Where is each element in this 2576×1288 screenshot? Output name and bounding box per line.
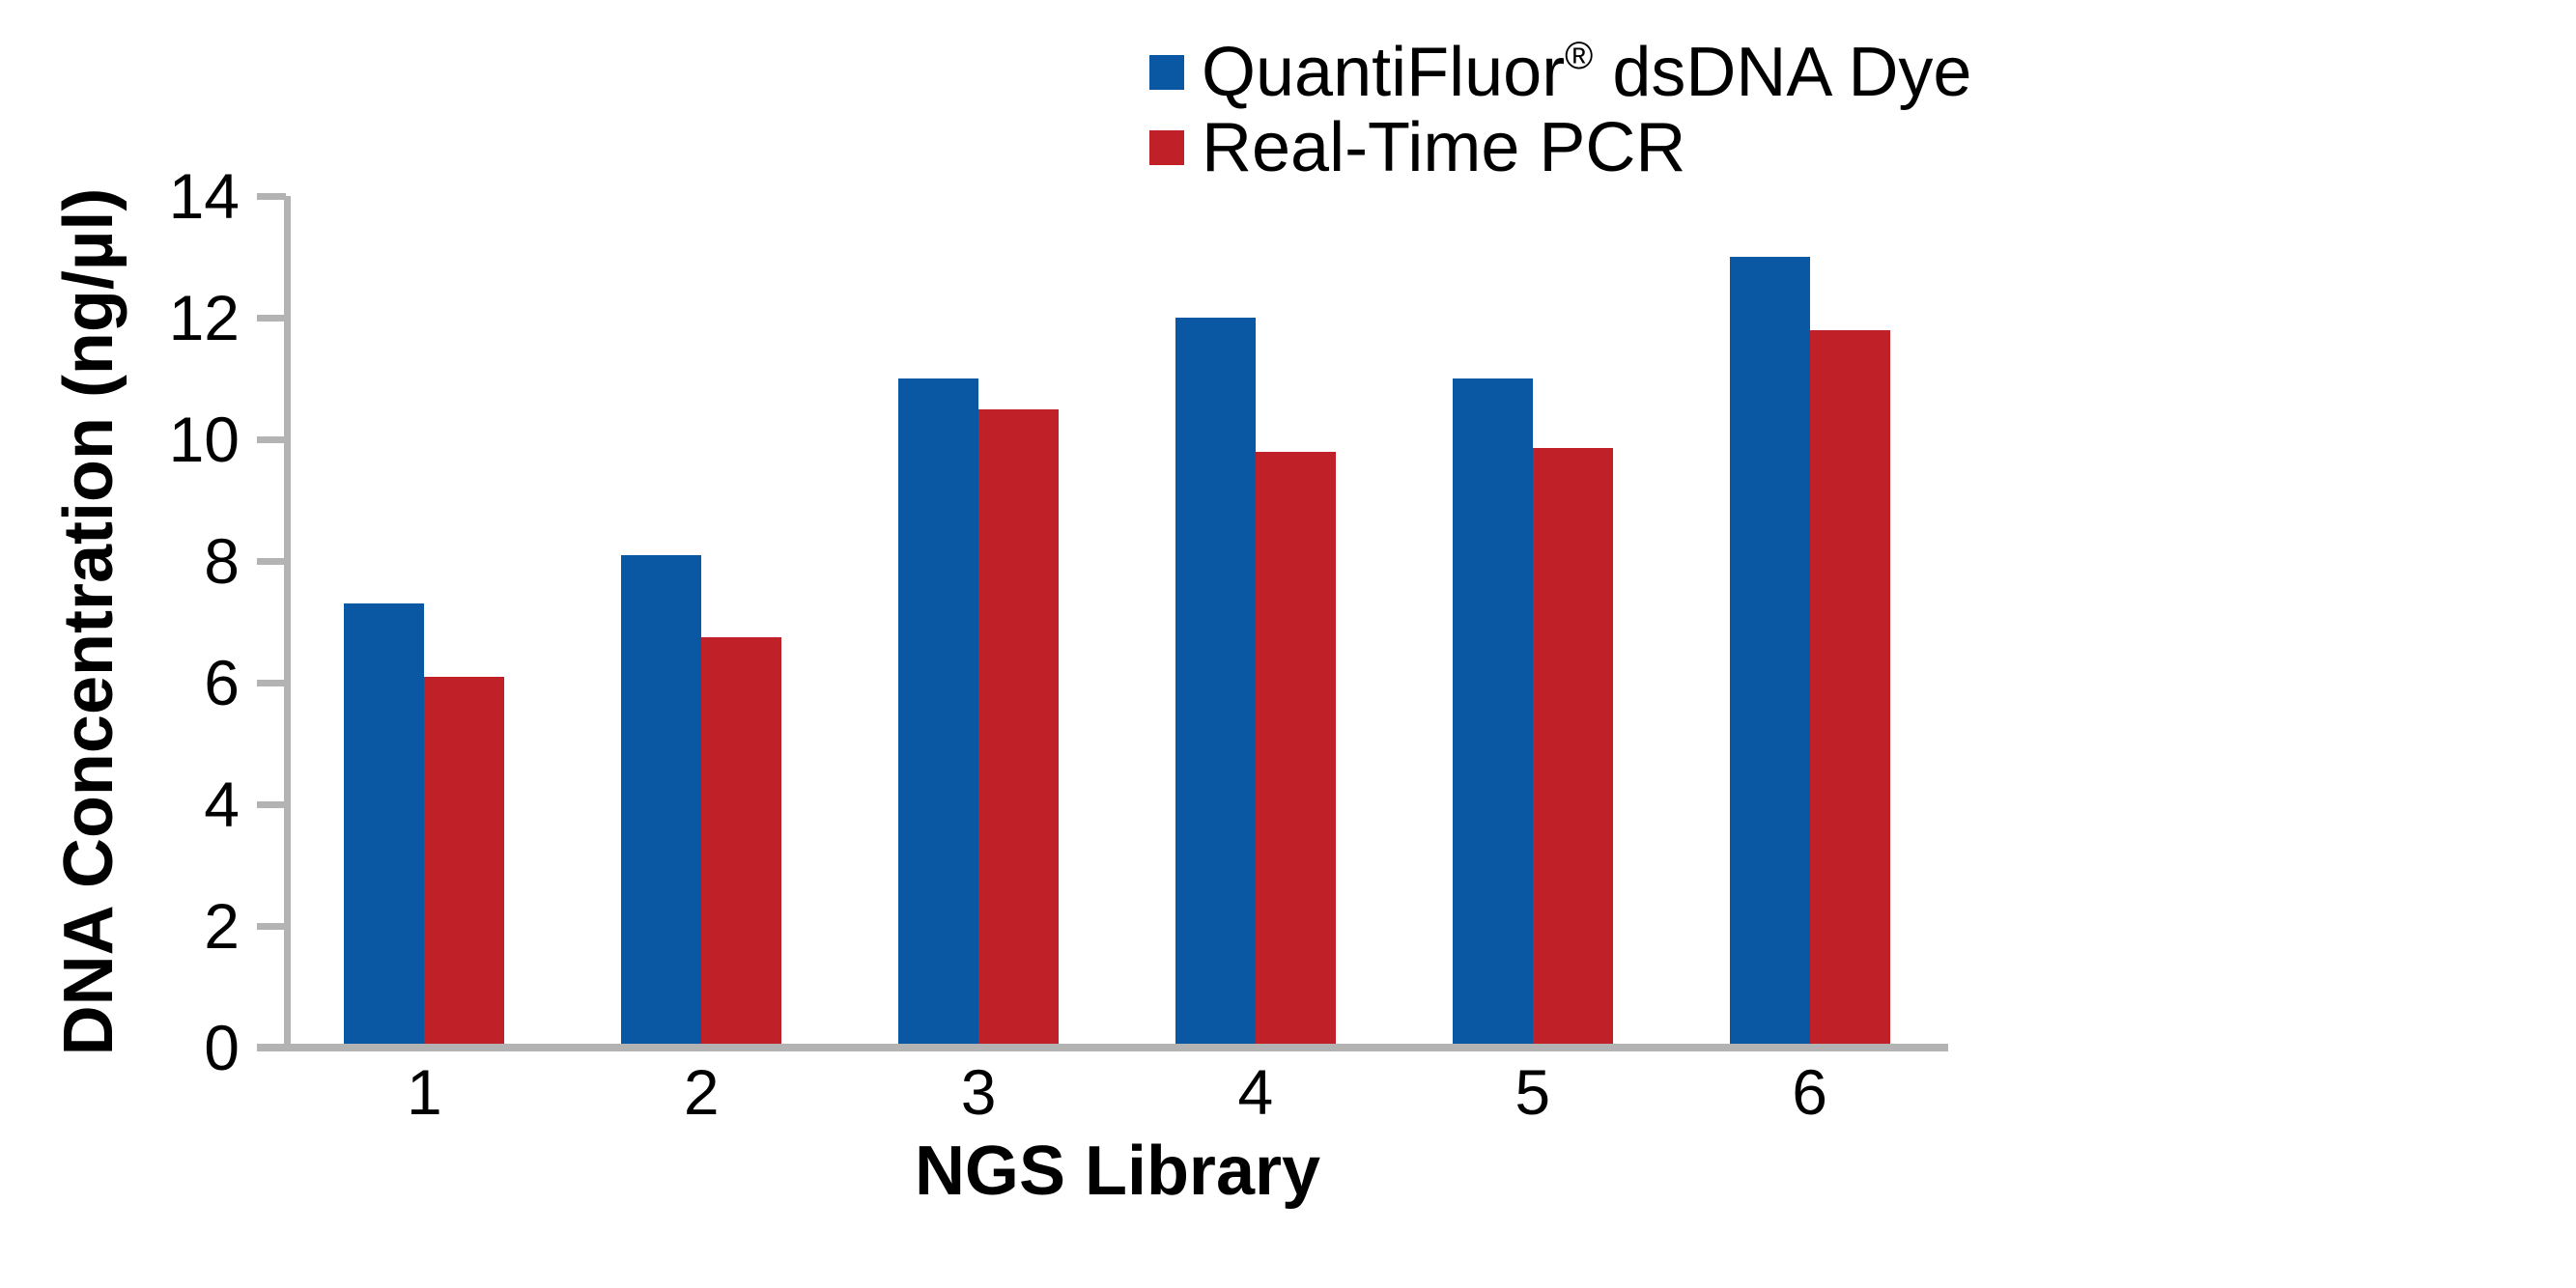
y-tick-label: 10 bbox=[168, 404, 240, 475]
y-tick bbox=[257, 557, 286, 565]
bar-quantifluor-dsdna-dye-2 bbox=[621, 554, 702, 1048]
y-tick bbox=[257, 314, 286, 322]
x-axis-title: NGS Library bbox=[914, 1133, 1321, 1210]
legend-label: QuantiFluor® dsDNA Dye bbox=[1202, 34, 1972, 111]
bar-real-time-pcr-6 bbox=[1809, 329, 1890, 1048]
x-tick-label: 3 bbox=[960, 1056, 997, 1128]
y-tick-label: 0 bbox=[204, 1012, 240, 1083]
bar-real-time-pcr-2 bbox=[701, 636, 782, 1048]
x-tick-label: 4 bbox=[1237, 1056, 1274, 1128]
y-tick-label: 12 bbox=[168, 282, 240, 353]
y-tick bbox=[257, 192, 286, 200]
y-tick bbox=[257, 922, 286, 930]
y-tick bbox=[257, 800, 286, 808]
y-tick-label: 4 bbox=[204, 769, 240, 840]
legend-item: QuantiFluor® dsDNA Dye bbox=[1149, 35, 1971, 110]
bar-real-time-pcr-3 bbox=[978, 408, 1060, 1048]
y-axis-line bbox=[284, 196, 291, 1048]
legend-item: Real-Time PCR bbox=[1149, 110, 1971, 185]
x-tick-label: 5 bbox=[1514, 1056, 1551, 1128]
y-tick bbox=[257, 679, 286, 686]
bar-quantifluor-dsdna-dye-5 bbox=[1452, 378, 1533, 1048]
y-tick bbox=[257, 435, 286, 443]
x-axis-line bbox=[257, 1044, 1948, 1051]
bar-real-time-pcr-5 bbox=[1532, 448, 1613, 1048]
x-tick-label: 1 bbox=[407, 1056, 442, 1128]
bar-real-time-pcr-1 bbox=[424, 676, 505, 1048]
y-tick-label: 2 bbox=[204, 890, 240, 962]
y-tick-label: 8 bbox=[204, 525, 240, 597]
bar-quantifluor-dsdna-dye-4 bbox=[1175, 318, 1256, 1048]
x-tick-label: 6 bbox=[1792, 1056, 1827, 1128]
bar-real-time-pcr-4 bbox=[1255, 451, 1336, 1048]
legend: QuantiFluor® dsDNA Dye Real-Time PCR bbox=[1149, 35, 1971, 185]
legend-label: Real-Time PCR bbox=[1202, 109, 1686, 186]
bar-quantifluor-dsdna-dye-1 bbox=[344, 603, 425, 1048]
y-tick-label: 6 bbox=[204, 647, 240, 718]
bar-quantifluor-dsdna-dye-3 bbox=[898, 378, 979, 1048]
x-tick-label: 2 bbox=[683, 1056, 720, 1128]
legend-swatch-quantifluor-dsdna-dye bbox=[1149, 55, 1184, 90]
y-tick-label: 14 bbox=[168, 160, 240, 232]
bar-quantifluor-dsdna-dye-6 bbox=[1729, 257, 1810, 1048]
legend-swatch-real-time-pcr bbox=[1149, 130, 1184, 165]
